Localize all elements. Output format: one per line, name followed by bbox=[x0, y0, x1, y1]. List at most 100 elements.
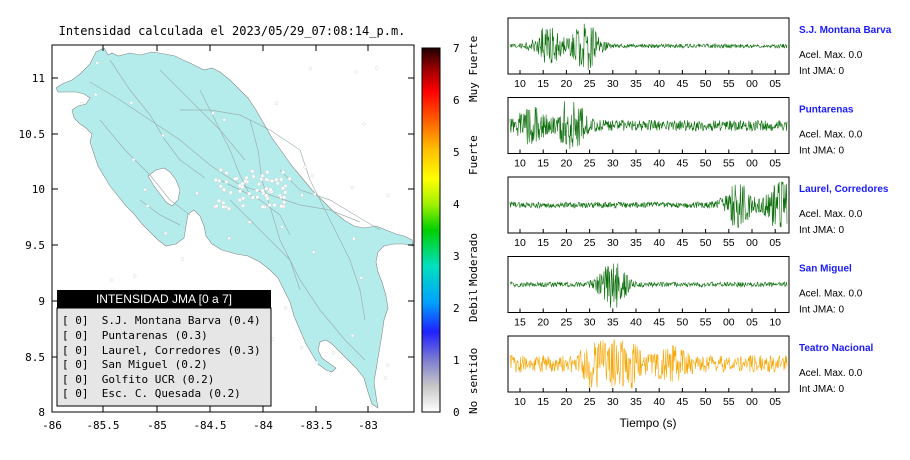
station-dot bbox=[308, 66, 312, 70]
x-tick-label: 55 bbox=[723, 78, 735, 90]
x-tick-label: 35 bbox=[630, 78, 642, 90]
station-dot bbox=[224, 171, 229, 176]
station-dot bbox=[283, 183, 288, 188]
legend-body bbox=[56, 307, 272, 407]
station-dot bbox=[255, 188, 259, 193]
trace-frame bbox=[507, 335, 790, 393]
station-dot bbox=[95, 61, 99, 65]
waveform-line bbox=[509, 339, 788, 389]
station-name: Puntarenas bbox=[799, 105, 854, 116]
x-tick-label: 20 bbox=[561, 78, 573, 90]
x-tick-label: 30 bbox=[607, 237, 619, 249]
map-legend: INTENSIDAD JMA [0 a 7] [ 0] S.J. Montana… bbox=[56, 290, 272, 407]
map-title: Intensidad calculada el 2023/05/29_07:08… bbox=[59, 24, 406, 38]
waveform-line bbox=[509, 101, 788, 149]
x-tick-label: 15 bbox=[537, 396, 549, 408]
station-dot bbox=[218, 184, 223, 189]
station-dot bbox=[281, 170, 286, 175]
x-tick-label: 45 bbox=[677, 78, 689, 90]
station-dot bbox=[386, 193, 390, 197]
station-dot bbox=[362, 122, 366, 126]
road-network bbox=[89, 59, 381, 361]
y-tick-label: 8.5 bbox=[25, 351, 45, 364]
int-jma-label: Int JMA: 0 bbox=[799, 66, 844, 77]
station-dot bbox=[267, 203, 272, 208]
legend-item: [ 0] Esc. C. Quesada (0.2) bbox=[62, 387, 241, 400]
int-jma-label: Int JMA: 0 bbox=[799, 305, 844, 316]
station-dot bbox=[237, 189, 242, 194]
station-dot bbox=[241, 196, 246, 201]
station-dot bbox=[282, 200, 287, 205]
station-dot bbox=[279, 195, 283, 199]
x-tick-label: 25 bbox=[584, 396, 596, 408]
station-dot bbox=[350, 333, 355, 338]
x-tick-label: 05 bbox=[769, 237, 781, 249]
x-tick-label: 15 bbox=[537, 78, 549, 90]
intensity-map: Intensidad calculada el 2023/05/29_07:08… bbox=[19, 24, 415, 432]
x-tick-label: 25 bbox=[584, 78, 596, 90]
waveform-line bbox=[509, 23, 788, 71]
station-name: San Miguel bbox=[799, 264, 852, 275]
x-tick-label: 30 bbox=[584, 317, 596, 329]
acel-max-label: Acel. Max. 0.0 bbox=[799, 289, 863, 300]
station-dot bbox=[375, 66, 379, 70]
station-dot bbox=[195, 191, 199, 195]
x-tick-label: -83.5 bbox=[299, 419, 332, 432]
colorbar-tick: 1 bbox=[453, 354, 460, 367]
x-tick-label: 35 bbox=[630, 158, 642, 170]
legend-item: [ 0] Puntarenas (0.3) bbox=[62, 329, 208, 342]
station-dot bbox=[211, 111, 215, 115]
station-dot bbox=[268, 187, 273, 192]
station-dot bbox=[352, 237, 356, 241]
station-dot bbox=[310, 174, 314, 178]
station-dot bbox=[214, 204, 219, 208]
x-tick-label: 00 bbox=[746, 396, 758, 408]
station-name: Laurel, Corredores bbox=[799, 184, 889, 195]
station-dot bbox=[131, 158, 136, 162]
station-dot bbox=[80, 101, 84, 106]
x-tick-label: 15 bbox=[537, 158, 549, 170]
station-dot bbox=[386, 363, 390, 368]
station-dot bbox=[265, 196, 270, 201]
x-tick-label: 00 bbox=[723, 317, 735, 329]
seismogram-trace: 10 15 20 25 30 35 40 45 50 55 00 05 Laurel, Corredor… bbox=[507, 176, 889, 249]
station-dot bbox=[217, 178, 222, 183]
x-tick-label: -83 bbox=[358, 419, 378, 432]
station-dot bbox=[94, 92, 98, 97]
station-dot bbox=[227, 236, 231, 241]
station-dot bbox=[280, 225, 284, 229]
y-tick-label: 9 bbox=[38, 295, 45, 308]
x-tick-label: 40 bbox=[653, 158, 665, 170]
station-dot bbox=[216, 198, 221, 203]
x-tick-label: 10 bbox=[769, 317, 781, 329]
y-tick-label: 11 bbox=[32, 72, 45, 85]
station-dot bbox=[275, 181, 280, 186]
x-tick-label: 35 bbox=[630, 237, 642, 249]
colorbar-tick: 0 bbox=[453, 406, 460, 419]
station-dot bbox=[222, 118, 226, 122]
station-dot bbox=[287, 176, 292, 181]
x-tick-label: 35 bbox=[630, 396, 642, 408]
y-tick-label: 9.5 bbox=[25, 239, 45, 252]
x-tick-label: 05 bbox=[769, 158, 781, 170]
x-tick-label: 50 bbox=[700, 158, 712, 170]
colorbar-category: Muy Fuerte bbox=[467, 36, 480, 102]
station-dot bbox=[270, 179, 275, 183]
colorbar-tick: 3 bbox=[453, 250, 460, 263]
colorbar-tick: 5 bbox=[453, 146, 460, 159]
station-dot bbox=[218, 168, 223, 173]
station-dot bbox=[110, 278, 114, 282]
station-dot bbox=[331, 351, 335, 355]
waveform-line bbox=[509, 263, 788, 308]
station-dot bbox=[350, 185, 354, 190]
map-x-axis: -86 -85.5 -85 -84.5 -84 -83.5 -83 bbox=[42, 419, 378, 432]
station-dot bbox=[260, 173, 265, 178]
station-dot bbox=[312, 250, 316, 254]
x-tick-label: 45 bbox=[653, 317, 665, 329]
station-dot bbox=[359, 276, 363, 280]
station-dots bbox=[80, 61, 390, 380]
station-dot bbox=[282, 195, 287, 200]
station-dot bbox=[228, 190, 233, 195]
station-dot bbox=[143, 187, 147, 192]
station-dot bbox=[281, 186, 285, 191]
